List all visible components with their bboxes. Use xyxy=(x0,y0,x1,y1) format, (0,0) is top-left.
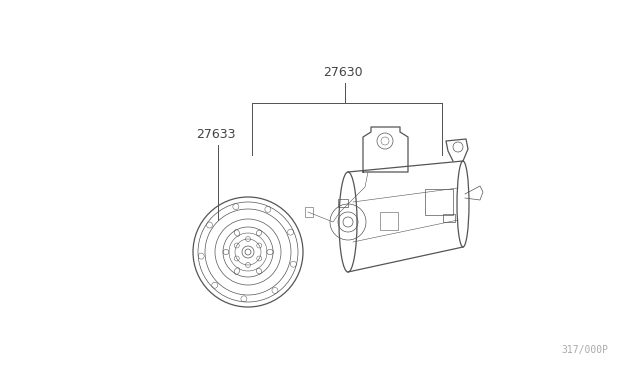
Text: 317/000P: 317/000P xyxy=(561,345,608,355)
Bar xyxy=(380,212,398,230)
Bar xyxy=(443,214,455,222)
Bar xyxy=(338,199,348,207)
Text: 27630: 27630 xyxy=(323,66,363,79)
Text: 27633: 27633 xyxy=(196,128,236,141)
Bar xyxy=(305,207,313,217)
